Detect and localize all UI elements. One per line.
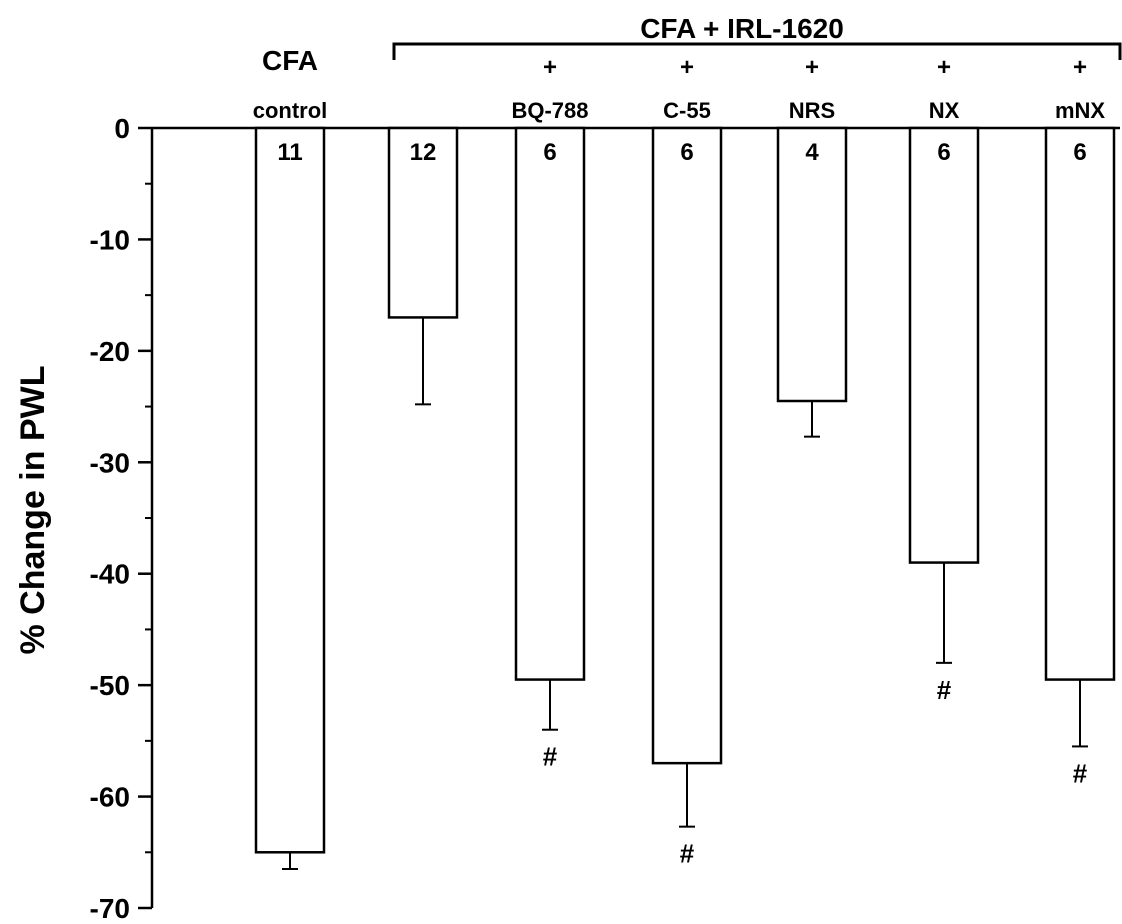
significance-mark: # xyxy=(937,675,952,705)
significance-mark: # xyxy=(680,839,695,869)
y-tick-label: -70 xyxy=(90,893,130,924)
bar-n-label: 6 xyxy=(543,139,556,166)
bar-n-label: 6 xyxy=(1073,139,1086,166)
bar xyxy=(1044,126,1116,681)
bar xyxy=(514,126,586,681)
plus-mark: + xyxy=(543,54,557,81)
group-label: CFA + IRL-1620 xyxy=(640,13,844,44)
y-tick-label: -50 xyxy=(90,670,130,701)
bar-n-label: 6 xyxy=(937,139,950,166)
significance-mark: # xyxy=(543,742,558,772)
category-label: mNX xyxy=(1055,98,1105,123)
y-tick-label: -30 xyxy=(90,447,130,478)
labels: 11 control CFA 12 6 # BQ-788 +6 # C-55 +4 NRS +6 # NX +… xyxy=(253,45,1106,869)
category-top-label: CFA xyxy=(262,45,318,76)
plus-mark: + xyxy=(805,54,819,81)
bar xyxy=(776,126,848,403)
category-label: NX xyxy=(929,98,960,123)
y-tick-label: -20 xyxy=(90,336,130,367)
bar-n-label: 12 xyxy=(410,139,437,166)
bar-n-label: 4 xyxy=(805,139,819,166)
group-bracket xyxy=(392,42,1122,60)
bar xyxy=(651,126,723,765)
category-label: NRS xyxy=(789,98,835,123)
category-label: BQ-788 xyxy=(511,98,588,123)
y-axis-label: % Change in PWL xyxy=(14,366,52,655)
plus-mark: + xyxy=(937,54,951,81)
y-tick-label: -40 xyxy=(90,559,130,590)
bars xyxy=(254,126,1116,870)
bar-n-label: 6 xyxy=(680,139,693,166)
bar xyxy=(254,126,326,854)
plus-mark: + xyxy=(680,54,694,81)
y-tick-label: -60 xyxy=(90,782,130,813)
bar-n-label: 11 xyxy=(277,139,302,166)
category-label: C-55 xyxy=(663,98,711,123)
significance-mark: # xyxy=(1073,758,1088,788)
y-tick-label: -10 xyxy=(90,224,130,255)
y-tick-label: 0 xyxy=(114,113,130,144)
bar xyxy=(908,126,980,564)
plus-mark: + xyxy=(1073,54,1087,81)
category-label: control xyxy=(253,98,328,123)
